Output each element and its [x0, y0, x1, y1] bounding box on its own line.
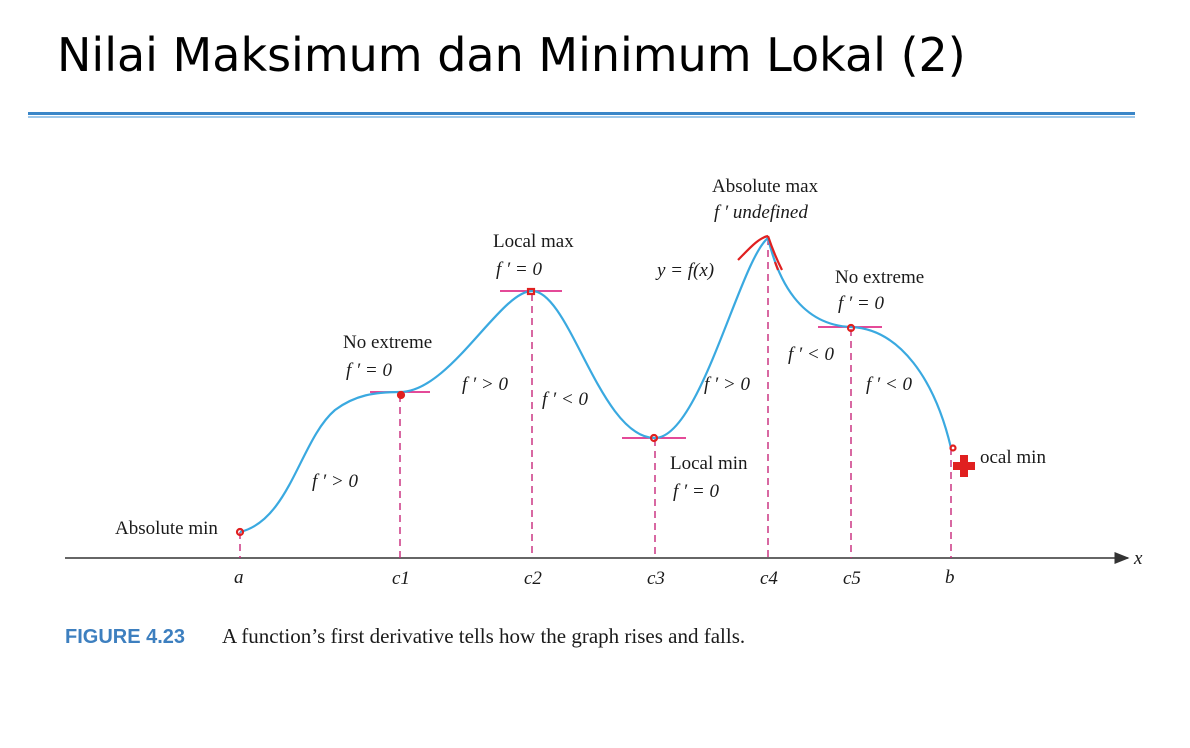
- tick-label-c1: c1: [392, 568, 410, 589]
- tick-label-c3: c3: [647, 568, 665, 589]
- x-axis-label: x: [1133, 548, 1143, 569]
- marker-b: [949, 444, 957, 452]
- guide-lines: [239, 238, 952, 558]
- marker-c3: [649, 433, 659, 443]
- function-curve: [239, 236, 953, 534]
- tick-label-c5: c5: [843, 568, 861, 589]
- label-no-extreme-2: No extreme: [835, 267, 924, 288]
- tick-label-c2: c2: [524, 568, 542, 589]
- label-curve: y = f(x): [655, 260, 714, 281]
- label-absolute-max-eq: f ′ undefined: [714, 202, 808, 223]
- tick-label-a: a: [234, 567, 244, 588]
- marker-a: [235, 527, 245, 537]
- sign-c5-b: f ′ < 0: [866, 374, 913, 395]
- label-no-extreme-2-eq: f ′ = 0: [838, 293, 885, 314]
- tick-label-c4: c4: [760, 568, 778, 589]
- sign-c4-c5: f ′ < 0: [788, 344, 835, 365]
- red-cross-icon: [953, 455, 975, 477]
- title-divider-light: [28, 116, 1135, 118]
- label-local-max-eq: f ′ = 0: [496, 259, 543, 280]
- sign-c3-c4: f ′ > 0: [704, 374, 751, 395]
- label-absolute-min: Absolute min: [115, 518, 218, 539]
- label-absolute-max: Absolute max: [712, 176, 819, 197]
- label-no-extreme-1: No extreme: [343, 332, 432, 353]
- label-no-extreme-1-eq: f ′ = 0: [346, 360, 393, 381]
- marker-c1: [396, 390, 406, 400]
- label-local-max: Local max: [493, 231, 574, 252]
- title-divider: [28, 112, 1135, 115]
- annotation-markers: [235, 234, 957, 537]
- marker-c2: [526, 287, 536, 296]
- slide-title: Nilai Maksimum dan Minimum Lokal (2): [57, 28, 966, 82]
- caption-label: FIGURE 4.23: [65, 626, 185, 648]
- tick-label-b: b: [945, 567, 955, 588]
- caption-text: A function’s first derivative tells how …: [222, 624, 745, 648]
- sign-a-c1: f ′ > 0: [312, 471, 359, 492]
- sign-c1-c2: f ′ > 0: [462, 374, 509, 395]
- label-local-min: Local min: [670, 453, 748, 474]
- label-local-min-right: ocal min: [980, 447, 1046, 468]
- marker-c4-scribble: [737, 234, 783, 271]
- marker-c5: [846, 323, 856, 333]
- sign-c2-c3: f ′ < 0: [542, 389, 589, 410]
- label-local-min-eq: f ′ = 0: [673, 481, 720, 502]
